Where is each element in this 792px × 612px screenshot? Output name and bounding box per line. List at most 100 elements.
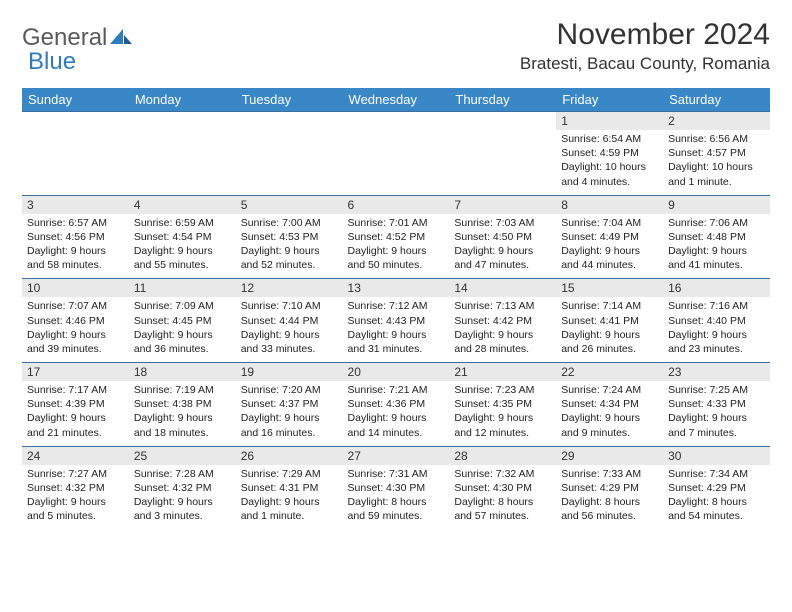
calendar-day: 24Sunrise: 7:27 AMSunset: 4:32 PMDayligh… xyxy=(22,446,129,529)
day-number: 29 xyxy=(556,447,663,465)
sunset-text: Sunset: 4:48 PM xyxy=(668,230,765,244)
sunset-text: Sunset: 4:30 PM xyxy=(348,481,445,495)
calendar-day: 11Sunrise: 7:09 AMSunset: 4:45 PMDayligh… xyxy=(129,279,236,363)
day-number: 15 xyxy=(556,279,663,297)
day-number: 18 xyxy=(129,363,236,381)
day-details: Sunrise: 7:32 AMSunset: 4:30 PMDaylight:… xyxy=(449,465,556,530)
calendar-day: 5Sunrise: 7:00 AMSunset: 4:53 PMDaylight… xyxy=(236,195,343,279)
daylight-text: Daylight: 9 hours and 44 minutes. xyxy=(561,244,658,272)
day-number: 17 xyxy=(22,363,129,381)
calendar-day: 3Sunrise: 6:57 AMSunset: 4:56 PMDaylight… xyxy=(22,195,129,279)
day-number: 1 xyxy=(556,112,663,130)
sunrise-text: Sunrise: 7:14 AM xyxy=(561,299,658,313)
sunrise-text: Sunrise: 7:28 AM xyxy=(134,467,231,481)
calendar-day: 30Sunrise: 7:34 AMSunset: 4:29 PMDayligh… xyxy=(663,446,770,529)
day-details: Sunrise: 7:04 AMSunset: 4:49 PMDaylight:… xyxy=(556,214,663,279)
sunrise-text: Sunrise: 7:27 AM xyxy=(27,467,124,481)
sunset-text: Sunset: 4:45 PM xyxy=(134,314,231,328)
day-header: Saturday xyxy=(663,88,770,112)
calendar-day: 20Sunrise: 7:21 AMSunset: 4:36 PMDayligh… xyxy=(343,363,450,447)
day-header: Tuesday xyxy=(236,88,343,112)
calendar-week: 1Sunrise: 6:54 AMSunset: 4:59 PMDaylight… xyxy=(22,112,770,196)
sunrise-text: Sunrise: 7:00 AM xyxy=(241,216,338,230)
day-details: Sunrise: 7:19 AMSunset: 4:38 PMDaylight:… xyxy=(129,381,236,446)
location-text: Bratesti, Bacau County, Romania xyxy=(520,54,770,74)
calendar-table: SundayMondayTuesdayWednesdayThursdayFrid… xyxy=(22,88,770,529)
calendar-day: 4Sunrise: 6:59 AMSunset: 4:54 PMDaylight… xyxy=(129,195,236,279)
day-number: 14 xyxy=(449,279,556,297)
sunrise-text: Sunrise: 6:56 AM xyxy=(668,132,765,146)
day-details: Sunrise: 7:24 AMSunset: 4:34 PMDaylight:… xyxy=(556,381,663,446)
sunrise-text: Sunrise: 7:07 AM xyxy=(27,299,124,313)
sunrise-text: Sunrise: 7:01 AM xyxy=(348,216,445,230)
daylight-text: Daylight: 9 hours and 12 minutes. xyxy=(454,411,551,439)
calendar-day: 19Sunrise: 7:20 AMSunset: 4:37 PMDayligh… xyxy=(236,363,343,447)
calendar-day: 13Sunrise: 7:12 AMSunset: 4:43 PMDayligh… xyxy=(343,279,450,363)
day-number: 26 xyxy=(236,447,343,465)
sunrise-text: Sunrise: 7:13 AM xyxy=(454,299,551,313)
day-details: Sunrise: 7:10 AMSunset: 4:44 PMDaylight:… xyxy=(236,297,343,362)
sunset-text: Sunset: 4:38 PM xyxy=(134,397,231,411)
day-number: 23 xyxy=(663,363,770,381)
day-details: Sunrise: 7:12 AMSunset: 4:43 PMDaylight:… xyxy=(343,297,450,362)
sunset-text: Sunset: 4:33 PM xyxy=(668,397,765,411)
sunrise-text: Sunrise: 7:33 AM xyxy=(561,467,658,481)
day-number: 27 xyxy=(343,447,450,465)
calendar-day: 7Sunrise: 7:03 AMSunset: 4:50 PMDaylight… xyxy=(449,195,556,279)
calendar-day: 10Sunrise: 7:07 AMSunset: 4:46 PMDayligh… xyxy=(22,279,129,363)
sunset-text: Sunset: 4:41 PM xyxy=(561,314,658,328)
brand-part2: Blue xyxy=(28,48,76,76)
sunrise-text: Sunrise: 6:59 AM xyxy=(134,216,231,230)
day-header: Monday xyxy=(129,88,236,112)
daylight-text: Daylight: 9 hours and 1 minute. xyxy=(241,495,338,523)
day-details: Sunrise: 7:06 AMSunset: 4:48 PMDaylight:… xyxy=(663,214,770,279)
day-details: Sunrise: 7:34 AMSunset: 4:29 PMDaylight:… xyxy=(663,465,770,530)
sunrise-text: Sunrise: 6:54 AM xyxy=(561,132,658,146)
sunset-text: Sunset: 4:53 PM xyxy=(241,230,338,244)
daylight-text: Daylight: 9 hours and 21 minutes. xyxy=(27,411,124,439)
brand-line2: Blue xyxy=(28,42,76,76)
calendar-day xyxy=(449,112,556,196)
day-number: 16 xyxy=(663,279,770,297)
day-header: Wednesday xyxy=(343,88,450,112)
calendar-day: 18Sunrise: 7:19 AMSunset: 4:38 PMDayligh… xyxy=(129,363,236,447)
calendar-day: 14Sunrise: 7:13 AMSunset: 4:42 PMDayligh… xyxy=(449,279,556,363)
sunset-text: Sunset: 4:50 PM xyxy=(454,230,551,244)
day-number: 7 xyxy=(449,196,556,214)
day-number: 25 xyxy=(129,447,236,465)
sunrise-text: Sunrise: 7:17 AM xyxy=(27,383,124,397)
calendar-day: 6Sunrise: 7:01 AMSunset: 4:52 PMDaylight… xyxy=(343,195,450,279)
day-header: Thursday xyxy=(449,88,556,112)
day-details: Sunrise: 7:07 AMSunset: 4:46 PMDaylight:… xyxy=(22,297,129,362)
day-details: Sunrise: 7:29 AMSunset: 4:31 PMDaylight:… xyxy=(236,465,343,530)
calendar-day: 21Sunrise: 7:23 AMSunset: 4:35 PMDayligh… xyxy=(449,363,556,447)
day-details: Sunrise: 7:23 AMSunset: 4:35 PMDaylight:… xyxy=(449,381,556,446)
day-details: Sunrise: 7:13 AMSunset: 4:42 PMDaylight:… xyxy=(449,297,556,362)
sunrise-text: Sunrise: 7:10 AM xyxy=(241,299,338,313)
daylight-text: Daylight: 9 hours and 50 minutes. xyxy=(348,244,445,272)
daylight-text: Daylight: 9 hours and 9 minutes. xyxy=(561,411,658,439)
calendar-day: 27Sunrise: 7:31 AMSunset: 4:30 PMDayligh… xyxy=(343,446,450,529)
day-details: Sunrise: 7:09 AMSunset: 4:45 PMDaylight:… xyxy=(129,297,236,362)
sunrise-text: Sunrise: 7:06 AM xyxy=(668,216,765,230)
daylight-text: Daylight: 9 hours and 26 minutes. xyxy=(561,328,658,356)
sunset-text: Sunset: 4:46 PM xyxy=(27,314,124,328)
sunset-text: Sunset: 4:43 PM xyxy=(348,314,445,328)
day-number: 22 xyxy=(556,363,663,381)
day-details: Sunrise: 7:14 AMSunset: 4:41 PMDaylight:… xyxy=(556,297,663,362)
calendar-day: 23Sunrise: 7:25 AMSunset: 4:33 PMDayligh… xyxy=(663,363,770,447)
day-details: Sunrise: 7:28 AMSunset: 4:32 PMDaylight:… xyxy=(129,465,236,530)
header: General November 2024 Bratesti, Bacau Co… xyxy=(22,18,770,74)
month-title: November 2024 xyxy=(520,18,770,52)
sunset-text: Sunset: 4:35 PM xyxy=(454,397,551,411)
daylight-text: Daylight: 9 hours and 7 minutes. xyxy=(668,411,765,439)
day-details: Sunrise: 6:56 AMSunset: 4:57 PMDaylight:… xyxy=(663,130,770,195)
sunset-text: Sunset: 4:42 PM xyxy=(454,314,551,328)
sunset-text: Sunset: 4:44 PM xyxy=(241,314,338,328)
day-number: 5 xyxy=(236,196,343,214)
day-number: 10 xyxy=(22,279,129,297)
day-number: 12 xyxy=(236,279,343,297)
daylight-text: Daylight: 9 hours and 23 minutes. xyxy=(668,328,765,356)
sunset-text: Sunset: 4:30 PM xyxy=(454,481,551,495)
day-details: Sunrise: 7:33 AMSunset: 4:29 PMDaylight:… xyxy=(556,465,663,530)
